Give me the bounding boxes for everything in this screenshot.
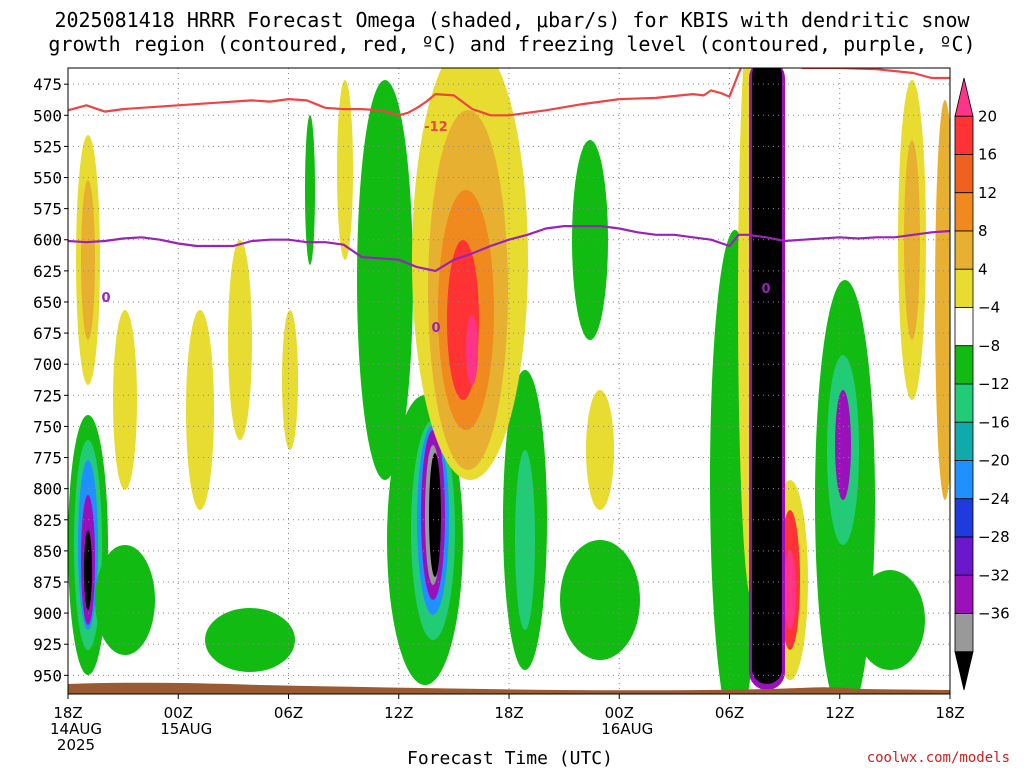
colorbar-swatch (954, 574, 974, 614)
colorbar-swatch (954, 460, 974, 500)
x-tick-label: 06Z (715, 704, 744, 722)
colorbar-label: −32 (978, 566, 1010, 584)
colorbar-label: −16 (978, 413, 1010, 431)
y-tick-label: 925 (33, 635, 62, 654)
x-tick-label: 18Z (935, 704, 964, 722)
colorbar-swatch (954, 268, 974, 308)
colorbar-swatch (954, 421, 974, 461)
colorbar-swatch (954, 498, 974, 538)
y-tick-label: 525 (33, 137, 62, 156)
colorbar-swatch (954, 307, 974, 347)
x-tick-label: 00Z (164, 704, 193, 722)
colorbar-swatch (954, 613, 974, 653)
contour-label: 0 (431, 321, 440, 336)
colorbar-swatch (954, 536, 974, 576)
x-tick-label: 12Z (384, 704, 413, 722)
y-tick-label: 950 (33, 666, 62, 685)
y-tick-label: 675 (33, 324, 62, 343)
colorbar-label: −4 (978, 299, 1000, 317)
y-tick-label: 725 (33, 386, 62, 405)
colorbar-label: 20 (978, 107, 997, 125)
colorbar-label: 4 (978, 260, 988, 278)
colorbar-swatch (954, 77, 974, 117)
x-tick-label: 2025 (57, 736, 95, 754)
colorbar-label: −36 (978, 605, 1010, 623)
chart-title-line1: 2025081418 HRRR Forecast Omega (shaded, … (54, 8, 970, 32)
colorbar-label: −24 (978, 490, 1010, 508)
colorbar: 20 16 12 8 4 −4 −8 −12 −16 −20 −24 −28 −32 −36 (954, 77, 1010, 691)
contour-label: 0 (101, 291, 110, 306)
y-tick-label: 625 (33, 262, 62, 281)
colorbar-swatch (954, 192, 974, 232)
credit-text: coolwx.com/models (867, 750, 1010, 766)
y-tick-label: 900 (33, 604, 62, 623)
x-tick-label: 18Z (53, 704, 82, 722)
x-tick-label: 14AUG (50, 720, 102, 738)
colorbar-label: −20 (978, 452, 1010, 470)
y-tick-label: 600 (33, 231, 62, 250)
colorbar-swatch (954, 651, 974, 691)
colorbar-swatch (954, 345, 974, 385)
y-tick-label: 825 (33, 511, 62, 530)
y-tick-label: 800 (33, 480, 62, 499)
colorbar-label: −8 (978, 337, 1000, 355)
x-tick-label: 18Z (494, 704, 523, 722)
y-tick-label: 550 (33, 169, 62, 188)
y-tick-label: 850 (33, 542, 62, 561)
y-tick-label: 750 (33, 417, 62, 436)
colorbar-swatch (954, 115, 974, 155)
y-tick-label: 875 (33, 573, 62, 592)
y-tick-label: 700 (33, 355, 62, 374)
contour-line-dgz (68, 68, 950, 117)
y-tick-label: 475 (33, 75, 62, 94)
colorbar-label: 16 (978, 146, 997, 164)
omega-negative-regions (68, 80, 925, 694)
y-tick-label: 575 (33, 200, 62, 219)
x-tick-label: 00Z (605, 704, 634, 722)
chart-title-line2: growth region (contoured, red, ºC) and f… (48, 32, 975, 56)
colorbar-label: −12 (978, 375, 1010, 393)
omega-shading (68, 68, 950, 694)
x-tick-label: 15AUG (160, 720, 212, 738)
y-tick-label: 500 (33, 106, 62, 125)
colorbar-swatch (954, 383, 974, 423)
y-tick-label: 650 (33, 293, 62, 312)
x-tick-label: 12Z (825, 704, 854, 722)
contour-label: 0 (761, 282, 770, 297)
colorbar-swatch (954, 230, 974, 270)
contour-label: -12 (424, 120, 448, 135)
contour-line-freezing-level (68, 225, 950, 272)
colorbar-swatch (954, 154, 974, 194)
ground-surface (68, 682, 950, 694)
colorbar-label: −28 (978, 528, 1010, 546)
x-tick-label: 06Z (274, 704, 303, 722)
colorbar-label: 12 (978, 184, 997, 202)
x-axis-label: Forecast Time (UTC) (407, 748, 613, 768)
omega-strong-column-core (752, 68, 782, 684)
y-tick-label: 775 (33, 449, 62, 468)
x-tick-label: 16AUG (601, 720, 653, 738)
colorbar-label: 8 (978, 222, 988, 240)
